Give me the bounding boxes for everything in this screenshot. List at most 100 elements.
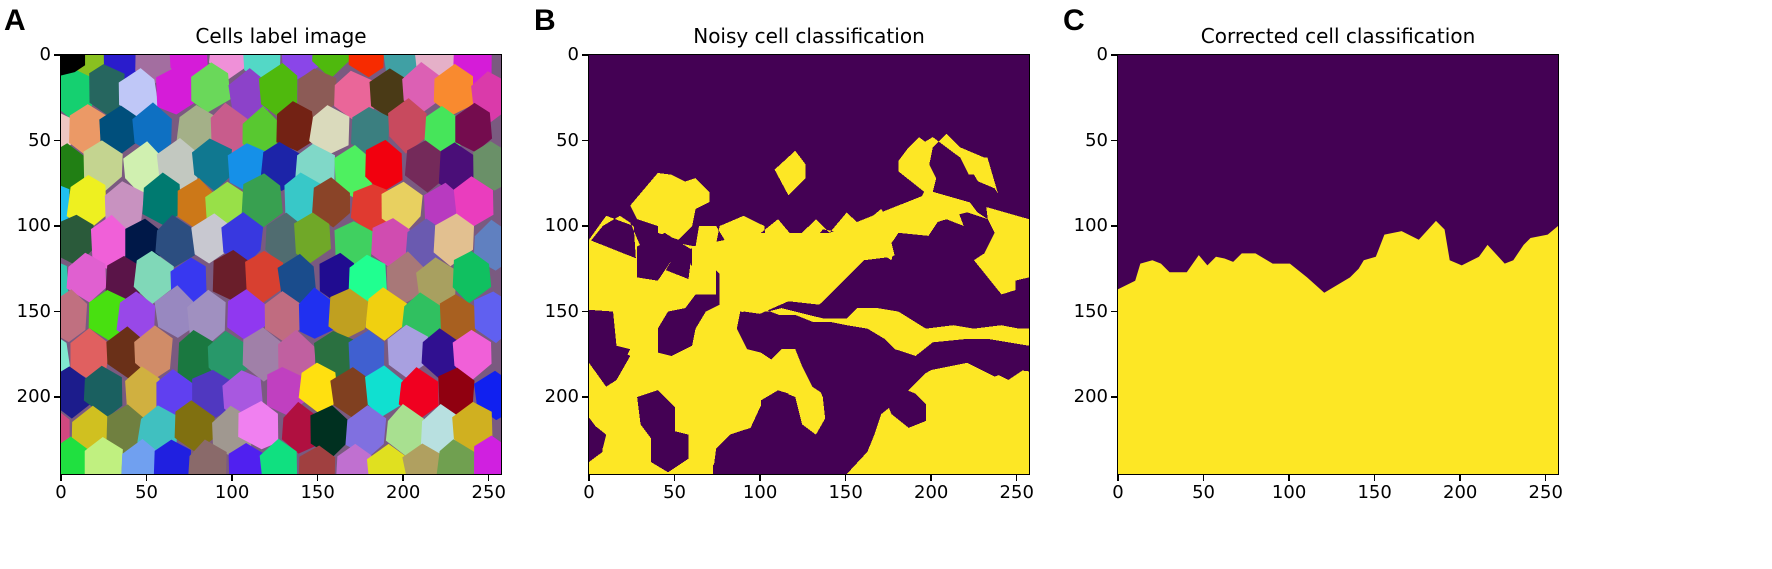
cell-region	[421, 328, 461, 381]
x-tick-label: 100	[214, 482, 250, 503]
cell-region	[191, 138, 233, 192]
cell-region	[89, 64, 125, 116]
cell-region	[84, 437, 123, 474]
x-tick-mark	[402, 475, 404, 481]
cell-region	[334, 70, 374, 121]
cell-region	[385, 404, 424, 458]
cells-label-image-plot	[60, 54, 502, 475]
panel-title-c: Corrected cell classification	[1200, 24, 1476, 48]
panel-title-b: Noisy cell classification	[693, 24, 925, 48]
x-tick-mark	[1373, 475, 1376, 481]
panel-letter-a: A	[4, 4, 26, 37]
y-tick-label: 0	[39, 44, 51, 65]
x-tick-mark	[588, 475, 590, 481]
y-tick-mark	[54, 139, 60, 142]
panel-letter-c: C	[1063, 4, 1085, 37]
cell-region	[106, 326, 146, 379]
cell-region	[259, 438, 298, 474]
x-tick-mark	[145, 475, 148, 481]
y-tick-mark	[54, 310, 60, 313]
cell-region	[191, 62, 231, 113]
cell-region	[238, 400, 279, 450]
cell-region	[388, 98, 427, 154]
cell-region	[386, 251, 426, 305]
cell-region	[61, 289, 88, 343]
cell-region	[455, 102, 493, 153]
cell-region	[398, 367, 439, 418]
x-tick-label: 0	[55, 482, 67, 503]
cell-region	[142, 172, 182, 226]
cell-region	[402, 62, 444, 113]
cell-region	[264, 291, 303, 342]
cell-region	[61, 263, 69, 299]
x-tick-label: 150	[828, 482, 863, 503]
cell-region	[174, 400, 215, 453]
y-tick-mark	[582, 54, 588, 56]
x-tick-label: 100	[1271, 482, 1307, 503]
cell-region	[153, 439, 191, 474]
cell-region	[99, 105, 138, 157]
x-tick-label: 0	[583, 482, 595, 503]
y-tick-label: 150	[1073, 300, 1108, 322]
cell-region	[66, 252, 107, 303]
x-tick-label: 200	[914, 482, 949, 503]
cell-region	[188, 439, 227, 474]
y-tick-mark	[1111, 225, 1117, 227]
y-tick-label: 100	[544, 215, 579, 237]
x-tick-label: 150	[1357, 482, 1392, 503]
x-tick-mark	[1117, 475, 1119, 481]
cell-region	[294, 212, 332, 264]
cell-region	[191, 213, 230, 264]
label-image	[61, 55, 501, 474]
cell-region	[277, 253, 317, 307]
cell-region	[330, 367, 373, 420]
x-tick-label: 50	[663, 482, 686, 503]
cell-region	[258, 63, 298, 117]
cell-region	[154, 285, 194, 338]
cell-region	[387, 324, 428, 378]
y-tick-label: 200	[544, 386, 579, 408]
noisy-classification-image	[589, 55, 1029, 474]
cell-region	[298, 362, 339, 416]
y-tick-label: 50	[1085, 129, 1108, 151]
x-tick-label: 50	[1192, 482, 1215, 503]
cell-region	[61, 366, 91, 419]
cell-region	[433, 63, 474, 116]
cell-region	[132, 102, 172, 156]
cell-region	[212, 249, 250, 301]
cell-region	[61, 339, 71, 376]
cell-region	[328, 288, 370, 339]
x-tick-mark	[1288, 475, 1290, 481]
cell-region	[453, 176, 494, 228]
x-tick-mark	[759, 475, 761, 481]
x-tick-mark	[844, 475, 847, 481]
y-tick-mark	[1111, 54, 1117, 56]
cell-region	[298, 445, 336, 474]
cell-region	[474, 291, 501, 344]
y-tick-mark	[1111, 310, 1117, 313]
cell-region	[227, 289, 268, 340]
y-tick-label: 200	[1073, 386, 1108, 408]
cell-region	[312, 177, 351, 228]
x-tick-label: 100	[742, 482, 778, 503]
cell-region	[106, 404, 145, 457]
y-tick-mark	[582, 139, 588, 142]
x-tick-mark	[316, 475, 319, 481]
x-tick-label: 250	[999, 482, 1034, 503]
y-tick-mark	[54, 225, 60, 227]
x-tick-label: 250	[1528, 482, 1563, 503]
cell-region	[210, 102, 249, 157]
cell-region	[134, 325, 173, 380]
x-tick-mark	[487, 475, 490, 481]
x-tick-mark	[1544, 475, 1547, 481]
x-tick-mark	[1202, 475, 1205, 481]
cell-region	[241, 173, 283, 229]
cell-region	[336, 443, 373, 474]
y-tick-mark	[54, 396, 60, 398]
cell-region	[365, 139, 403, 193]
cell-region	[228, 443, 269, 474]
y-tick-label: 0	[1096, 44, 1108, 65]
x-tick-label: 250	[471, 482, 506, 503]
cell-region	[365, 287, 407, 341]
cell-region	[298, 287, 338, 339]
